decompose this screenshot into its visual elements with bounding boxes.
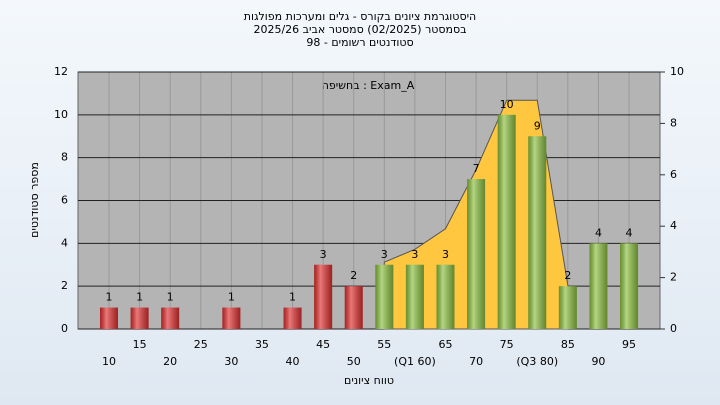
bar-shade [375,264,394,329]
value-label: 7 [473,162,480,175]
bar-shade [161,307,180,329]
value-label: 3 [320,248,327,261]
value-label: 1 [136,291,143,304]
y2-tick-label: 8 [670,116,677,129]
y-tick-label: 10 [54,108,68,121]
x-tick-label: 10 [102,355,116,368]
value-label: 1 [228,291,235,304]
x-tick-label: 75 [500,338,514,351]
bar-shade [467,179,486,329]
chart-subtitle: בסמסטר (02/2025) סמסטר אביב 2025/26 [253,23,466,36]
y-tick-label: 4 [61,236,68,249]
value-label: 10 [500,98,514,111]
bar-shade [222,307,241,329]
y-tick-label: 8 [61,151,68,164]
bar-shade [405,264,424,329]
chart-title: היסטוגרמת ציונים בקורס - גלים ומערכות מפ… [244,10,476,23]
x-tick-label: 65 [438,338,452,351]
bar-shade [497,114,516,329]
x-tick-label: 40 [286,355,300,368]
bar-shade [283,307,302,329]
bar-shade [436,264,455,329]
x-tick-label: 90 [591,355,605,368]
y2-tick-label: 2 [670,271,677,284]
bar-shade [314,264,333,329]
y2-tick-label: 4 [670,219,677,232]
x-tick-label: 45 [316,338,330,351]
value-label: 1 [289,291,296,304]
y2-tick-label: 6 [670,168,677,181]
x-tick-label: 85 [561,338,575,351]
value-label: 2 [350,269,357,282]
bar-shade [344,286,363,329]
y2-tick-label: 0 [670,322,677,335]
bar-shade [130,307,149,329]
y2-tick-label: 10 [670,65,684,78]
y-axis-title: מספר סטודנטים [28,162,41,238]
bar-shade [558,286,577,329]
x-tick-label: 15 [133,338,147,351]
x-tick-label: 30 [224,355,238,368]
value-label: 3 [381,248,388,261]
annotation: בחשיפה : Exam_A [322,79,415,92]
bar-shade [589,243,608,329]
y-tick-label: 0 [61,322,68,335]
x-axis-title: טווח ציונים [344,374,394,387]
x-tick-label: 55 [377,338,391,351]
value-label: 1 [167,291,174,304]
x-tick-label: (Q3 80) [516,355,558,368]
value-label: 1 [106,291,113,304]
value-label: 4 [595,226,602,239]
bar-shade [528,136,547,329]
x-tick-label: 70 [469,355,483,368]
bar-shade [100,307,118,329]
x-tick-label: 50 [347,355,361,368]
y-tick-label: 2 [61,279,68,292]
x-tick-label: (Q1 60) [394,355,436,368]
x-tick-label: 20 [163,355,177,368]
x-tick-label: 25 [194,338,208,351]
bar-shade [620,243,639,329]
value-label: 3 [442,248,449,261]
x-tick-label: 95 [622,338,636,351]
y-tick-label: 12 [54,65,68,78]
value-label: 3 [411,248,418,261]
chart-subtitle: סטודנטים רשומים - 98 [306,36,413,49]
y-tick-label: 6 [61,194,68,207]
value-label: 4 [626,226,633,239]
value-label: 9 [534,119,541,132]
value-label: 2 [564,269,571,282]
x-tick-label: 35 [255,338,269,351]
